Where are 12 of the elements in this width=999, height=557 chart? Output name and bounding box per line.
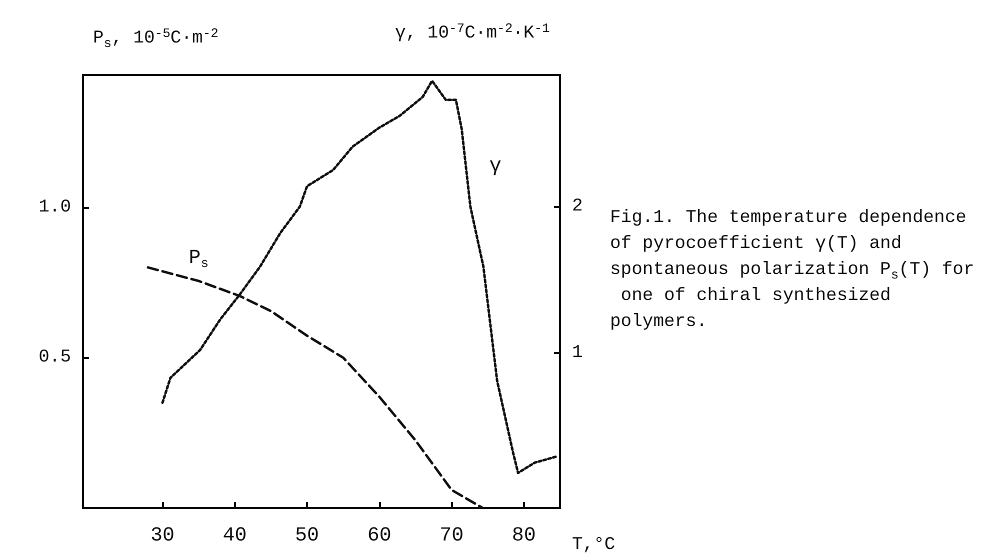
x-axis-title: T,°C (572, 535, 616, 555)
x-tick-label: 60 (367, 524, 392, 548)
x-tick-label: 80 (512, 524, 536, 548)
y2-tick-label: 2 (572, 196, 583, 217)
y2-tick-label: 1 (572, 342, 583, 363)
y-tick-label: 0.5 (38, 348, 71, 368)
series-label: γ (489, 155, 502, 178)
x-tick-label: 70 (440, 524, 464, 548)
x-tick-label: 50 (295, 524, 320, 548)
x-tick-label: 40 (222, 524, 247, 548)
y-tick-label: 1.0 (38, 197, 71, 218)
x-tick-label: 30 (150, 524, 175, 548)
